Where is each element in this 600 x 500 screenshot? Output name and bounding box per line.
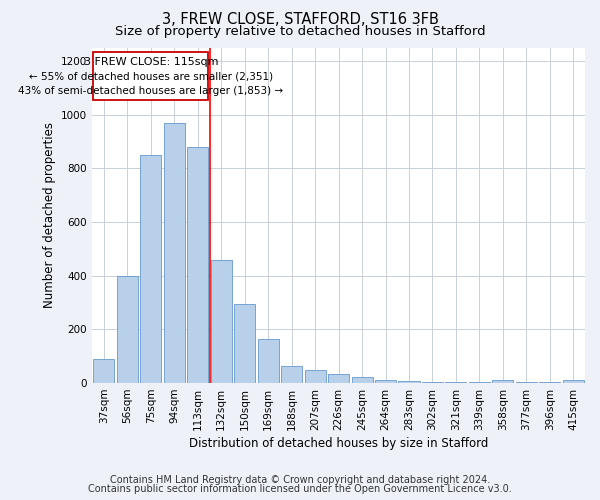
FancyBboxPatch shape	[94, 52, 208, 100]
Text: Size of property relative to detached houses in Stafford: Size of property relative to detached ho…	[115, 25, 485, 38]
Text: Contains public sector information licensed under the Open Government Licence v3: Contains public sector information licen…	[88, 484, 512, 494]
Bar	[305, 370, 326, 383]
Bar	[140, 155, 161, 383]
Bar	[493, 380, 514, 383]
Bar	[187, 147, 208, 383]
Bar	[164, 122, 185, 383]
Bar	[563, 380, 584, 383]
Bar	[516, 382, 537, 383]
Bar	[211, 260, 232, 383]
Text: ← 55% of detached houses are smaller (2,351): ← 55% of detached houses are smaller (2,…	[29, 72, 273, 82]
Bar	[445, 382, 466, 383]
Text: 43% of semi-detached houses are larger (1,853) →: 43% of semi-detached houses are larger (…	[19, 86, 283, 96]
Text: 3, FREW CLOSE, STAFFORD, ST16 3FB: 3, FREW CLOSE, STAFFORD, ST16 3FB	[161, 12, 439, 28]
X-axis label: Distribution of detached houses by size in Stafford: Distribution of detached houses by size …	[189, 437, 488, 450]
Bar	[469, 382, 490, 383]
Bar	[539, 382, 560, 383]
Bar	[94, 359, 115, 383]
Bar	[117, 276, 138, 383]
Bar	[352, 377, 373, 383]
Y-axis label: Number of detached properties: Number of detached properties	[43, 122, 56, 308]
Text: 3 FREW CLOSE: 115sqm: 3 FREW CLOSE: 115sqm	[83, 57, 218, 67]
Bar	[398, 381, 419, 383]
Bar	[328, 374, 349, 383]
Bar	[375, 380, 396, 383]
Bar	[234, 304, 255, 383]
Bar	[422, 382, 443, 383]
Bar	[257, 340, 279, 383]
Bar	[281, 366, 302, 383]
Text: Contains HM Land Registry data © Crown copyright and database right 2024.: Contains HM Land Registry data © Crown c…	[110, 475, 490, 485]
